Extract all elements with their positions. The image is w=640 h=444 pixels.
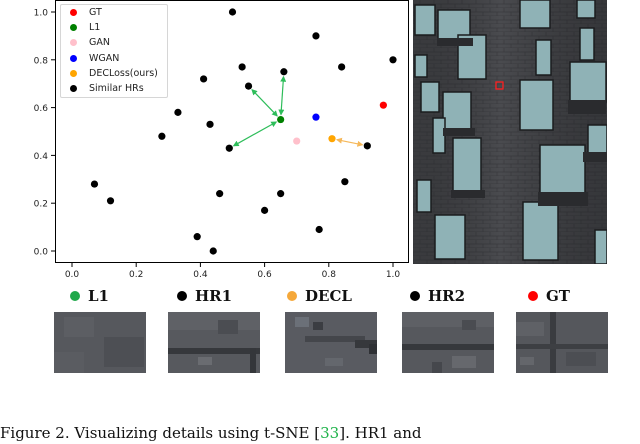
caption-text: ]. HR1 and: [339, 424, 422, 442]
legend: GT L1 GAN WGAN DECLoss(ours) Similar HRs: [60, 4, 168, 98]
patch-label-text: L1: [88, 287, 109, 305]
data-point: [193, 233, 201, 241]
dot-icon: [70, 85, 77, 93]
patch-hr2: [402, 312, 494, 373]
data-point: [261, 206, 269, 214]
arrows: [232, 75, 364, 147]
legend-item-decloss: DECLoss(ours): [61, 66, 167, 81]
y-tick-label: 1.0: [34, 9, 49, 19]
patch-label-hr2: HR2: [410, 286, 465, 306]
legend-item-wgan: WGAN: [61, 51, 167, 66]
data-point: [200, 75, 208, 83]
x-tick-label: 0.0: [65, 270, 80, 280]
patch-label-text: DECL: [305, 287, 352, 305]
data-point: [90, 180, 99, 188]
data-point: [312, 113, 320, 121]
legend-label: WGAN: [89, 52, 120, 64]
legend-item-similar-hrs: Similar HRs: [61, 81, 167, 96]
dot-icon: [70, 69, 77, 77]
patch-label-l1: L1: [70, 286, 109, 306]
dot-icon: [528, 291, 538, 301]
dot-icon: [70, 24, 77, 32]
patch-label-text: GT: [546, 287, 570, 305]
data-point: [328, 135, 336, 143]
data-point: [277, 115, 285, 124]
data-point: [225, 144, 233, 152]
y-tick-label: 0.2: [34, 200, 48, 210]
legend-label: GT: [89, 7, 102, 19]
patch-label-gt: GT: [528, 286, 570, 306]
caption-text: Figure 2. Visualizing details using t-SN…: [0, 424, 321, 442]
figure-caption: Figure 2. Visualizing details using t-SN…: [0, 424, 640, 444]
patch-decl: [285, 312, 377, 373]
y-tick-label: 0.6: [34, 104, 49, 114]
legend-label: Similar HRs: [89, 83, 144, 95]
dot-icon: [410, 291, 420, 301]
y-axis-ticks: 0.0 0.2 0.4 0.6 0.8 1.0: [34, 9, 55, 258]
data-point: [389, 56, 397, 64]
dot-icon: [70, 39, 77, 47]
legend-label: GAN: [89, 37, 110, 49]
patch-hr1: [168, 312, 260, 373]
dot-icon: [177, 291, 187, 301]
legend-item-l1: L1: [61, 20, 167, 35]
dot-icon: [70, 9, 77, 17]
data-point: [209, 247, 217, 255]
data-point: [174, 108, 182, 116]
legend-label: L1: [89, 22, 101, 34]
x-tick-label: 1.0: [386, 270, 401, 280]
patch-label-text: HR1: [195, 287, 233, 305]
legend-label: DECLoss(ours): [89, 67, 158, 79]
x-tick-label: 0.4: [193, 270, 208, 280]
data-point: [277, 190, 285, 198]
data-point: [341, 178, 349, 186]
data-point: [280, 68, 288, 76]
data-point: [106, 197, 115, 205]
data-point: [379, 101, 387, 109]
dot-icon: [70, 54, 77, 62]
legend-item-gt: GT: [61, 5, 167, 20]
patch-gt: [516, 312, 608, 373]
building-photo: [413, 0, 607, 264]
dot-icon: [70, 291, 80, 301]
citation-link[interactable]: 33: [320, 424, 340, 442]
x-axis-ticks: 0.0 0.2 0.4 0.6 0.8 1.0: [65, 263, 401, 280]
data-point: [363, 142, 371, 150]
x-tick-label: 0.2: [129, 270, 143, 280]
patch-label-hr1: HR1: [177, 286, 232, 306]
patch-label-text: HR2: [428, 287, 466, 305]
data-point: [228, 8, 237, 16]
data-point: [158, 132, 166, 140]
data-point: [315, 225, 323, 234]
data-points: [90, 8, 397, 255]
data-point: [338, 63, 346, 71]
data-point: [312, 32, 320, 40]
data-point: [238, 63, 246, 71]
x-tick-label: 0.8: [322, 270, 337, 280]
data-point: [216, 190, 224, 198]
y-tick-label: 0.0: [34, 248, 49, 258]
selected-region-marker: [495, 81, 504, 90]
patch-l1: [54, 312, 146, 373]
data-point: [244, 82, 253, 90]
y-tick-label: 0.8: [34, 56, 49, 66]
dot-icon: [287, 291, 297, 301]
patch-label-decl: DECL: [287, 286, 352, 306]
x-tick-label: 0.6: [257, 270, 272, 280]
data-point: [206, 120, 214, 128]
y-tick-label: 0.4: [34, 152, 49, 162]
legend-item-gan: GAN: [61, 35, 167, 50]
data-point: [293, 137, 301, 145]
